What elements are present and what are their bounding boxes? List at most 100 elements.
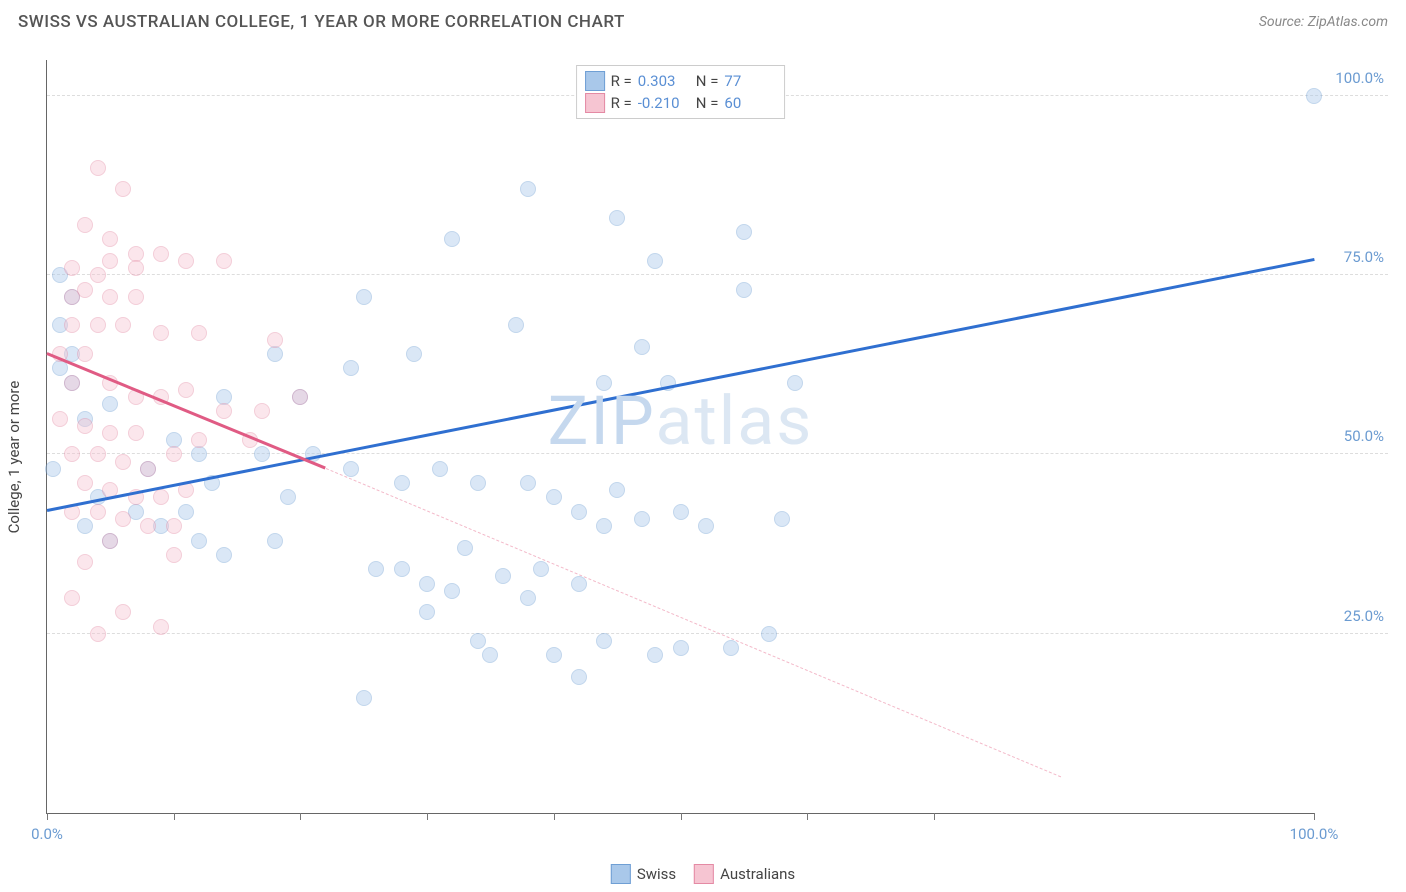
data-point [102,289,118,305]
data-point [153,325,169,341]
data-point [77,346,93,362]
data-point [647,647,663,663]
watermark: ZIPatlas [548,381,814,461]
data-point [178,253,194,269]
legend-series-item: Australians [694,864,795,884]
x-tick [1314,813,1315,820]
data-point [128,425,144,441]
data-point [1306,88,1322,104]
data-point [102,253,118,269]
data-point [609,482,625,498]
data-point [102,533,118,549]
data-point [178,504,194,520]
source-label: Source: ZipAtlas.com [1259,14,1388,30]
data-point [520,181,536,197]
legend-N-value: 60 [724,94,776,112]
data-point [356,289,372,305]
data-point [153,489,169,505]
data-point [520,590,536,606]
legend-swatch [585,93,605,113]
data-point [508,317,524,333]
data-point [77,518,93,534]
legend-N-value: 77 [724,72,776,90]
data-point [128,289,144,305]
legend-series-label: Swiss [637,865,676,883]
y-tick-label: 75.0% [1344,248,1384,266]
data-point [90,160,106,176]
gridline [47,453,1388,454]
data-point [495,568,511,584]
chart-container: College, 1 year or more ZIPatlas R =0.30… [32,48,1388,848]
data-point [267,332,283,348]
data-point [292,389,308,405]
data-point [115,511,131,527]
data-point [191,325,207,341]
data-point [115,181,131,197]
x-tick-label: 100.0% [1290,825,1339,843]
legend-R-value: 0.303 [638,72,690,90]
data-point [166,446,182,462]
data-point [64,446,80,462]
data-point [77,475,93,491]
data-point [482,647,498,663]
trend-line-extrapolated [326,468,1061,777]
data-point [191,533,207,549]
legend-stat-row: R = 0.303 N = 77 [585,70,777,92]
gridline [47,274,1388,275]
legend-R-label: R = [611,94,632,112]
data-point [571,504,587,520]
legend-stat-row: R =-0.210N =60 [585,92,777,114]
data-point [64,260,80,276]
data-point [90,626,106,642]
data-point [457,540,473,556]
data-point [761,626,777,642]
legend-R-label: R = [611,72,632,90]
data-point [520,475,536,491]
data-point [115,454,131,470]
data-point [470,475,486,491]
data-point [153,246,169,262]
data-point [178,382,194,398]
data-point [52,411,68,427]
data-point [596,518,612,534]
y-tick-label: 25.0% [1344,607,1384,625]
legend-series: Swiss Australians [611,864,795,884]
x-tick [554,813,555,820]
data-point [356,690,372,706]
data-point [128,260,144,276]
data-point [723,640,739,656]
data-point [64,590,80,606]
data-point [191,432,207,448]
data-point [140,518,156,534]
data-point [280,489,296,505]
data-point [546,647,562,663]
data-point [77,554,93,570]
data-point [774,511,790,527]
data-point [673,504,689,520]
legend-series-item: Swiss [611,864,676,884]
trend-line [47,352,327,469]
data-point [406,346,422,362]
data-point [115,604,131,620]
x-tick [300,813,301,820]
x-tick [934,813,935,820]
data-point [102,396,118,412]
data-point [216,253,232,269]
data-point [102,425,118,441]
data-point [267,346,283,362]
data-point [368,561,384,577]
data-point [634,511,650,527]
data-point [432,461,448,477]
data-point [216,547,232,563]
data-point [77,418,93,434]
data-point [166,547,182,563]
data-point [77,282,93,298]
data-point [166,518,182,534]
data-point [254,403,270,419]
x-tick [174,813,175,820]
legend-swatch [585,71,605,91]
data-point [394,475,410,491]
y-tick-label: 50.0% [1344,427,1384,445]
data-point [64,317,80,333]
legend-N-label: N = [696,72,719,90]
